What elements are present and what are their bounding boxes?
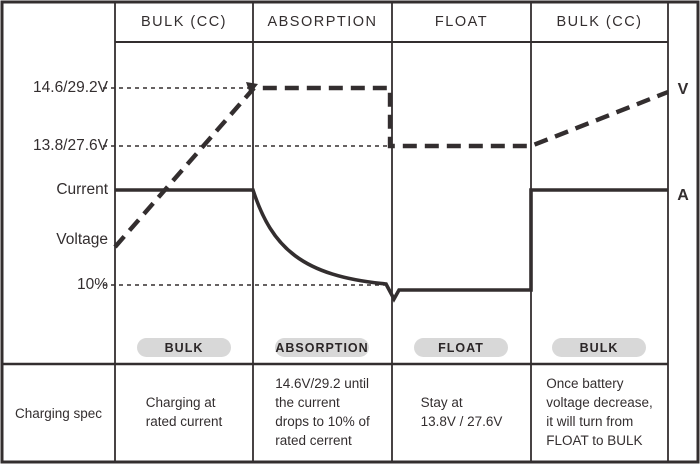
ylabel-current: Current bbox=[56, 181, 108, 198]
spec-cell-bulk1: Charging at rated current bbox=[115, 364, 253, 462]
stage-header-absorption: ABSORPTION bbox=[267, 14, 378, 30]
voltage-curve bbox=[113, 85, 669, 249]
spec-text-float: Stay at 13.8V / 27.6V bbox=[420, 395, 503, 429]
amp-axis-letter: A bbox=[677, 187, 689, 204]
stage-header-float: FLOAT bbox=[434, 14, 489, 30]
ylabel-ten-percent: 10% bbox=[76, 276, 108, 293]
spec-cell-absorption: 14.6V/29.2 until the current drops to 10… bbox=[253, 364, 392, 462]
ylabel-high-voltage: 14.6/29.2V bbox=[33, 79, 108, 96]
spec-cell-float: Stay at 13.8V / 27.6V bbox=[392, 364, 531, 462]
pill-absorption: ABSORPTION bbox=[275, 338, 369, 357]
voltage-arrowhead bbox=[246, 82, 258, 94]
ylabel-voltage: Voltage bbox=[56, 231, 108, 248]
spec-cell-bulk2: Once battery voltage decrease, it will t… bbox=[531, 364, 668, 462]
stage-header-bulk1: BULK (CC) bbox=[140, 14, 227, 30]
spec-text-bulk2: Once battery voltage decrease, it will t… bbox=[546, 376, 653, 448]
pill-float: FLOAT bbox=[414, 338, 508, 357]
volt-axis-letter: V bbox=[677, 81, 689, 98]
spec-text-bulk1: Charging at rated current bbox=[145, 395, 223, 429]
stage-header-bulk2: BULK (CC) bbox=[556, 14, 643, 30]
spec-text-absorption: 14.6V/29.2 until the current drops to 10… bbox=[275, 376, 370, 448]
reference-dashed-guides bbox=[103, 87, 389, 286]
current-curve bbox=[115, 188, 668, 303]
pill-bulk2: BULK bbox=[552, 338, 646, 357]
spec-row-label: Charging spec bbox=[14, 405, 103, 421]
pill-bulk1: BULK bbox=[137, 338, 231, 357]
column-grid-lines bbox=[114, 3, 669, 461]
ylabel-float-voltage: 13.8/27.6V bbox=[33, 137, 108, 154]
